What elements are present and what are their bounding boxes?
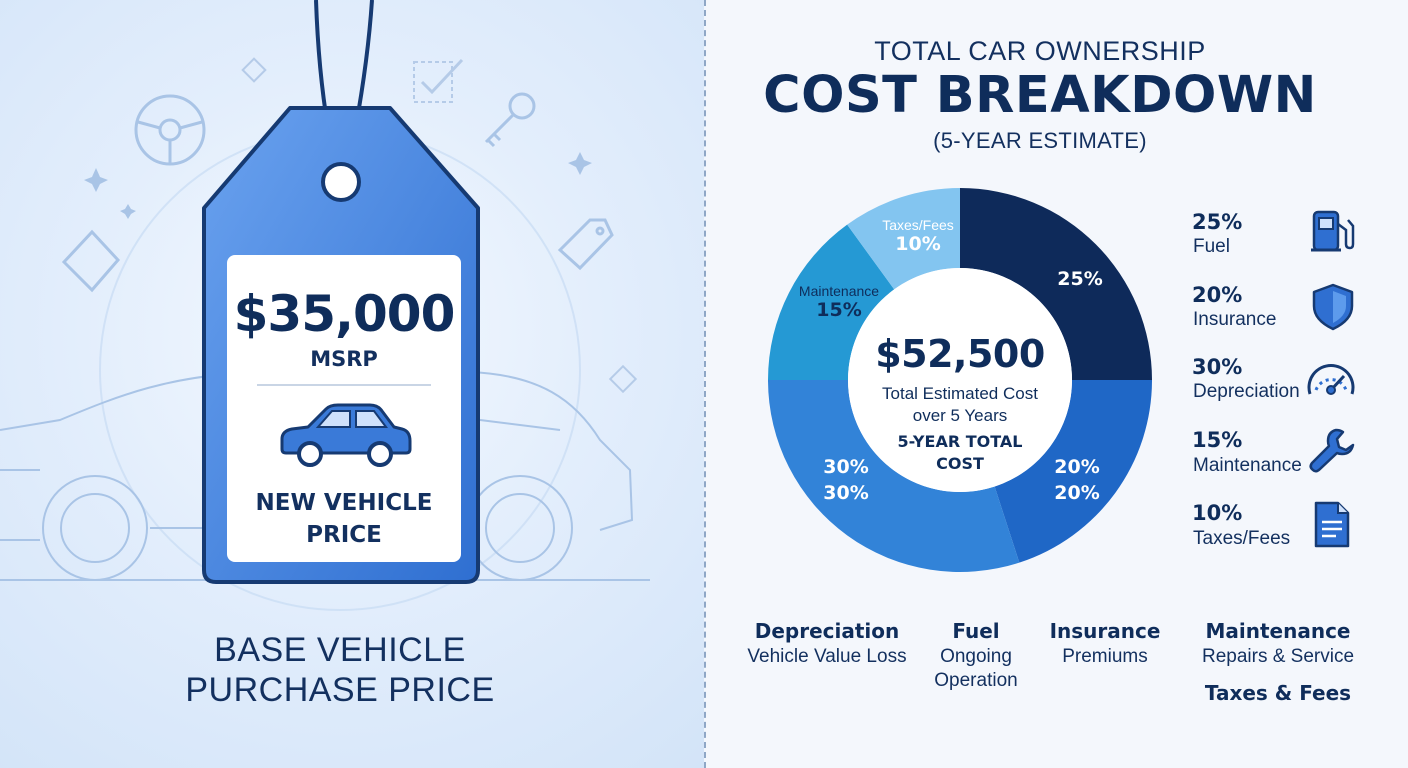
caption-line2: PURCHASE PRICE <box>185 671 495 709</box>
category-fuel-title: Fuel <box>952 619 1000 643</box>
slice-pct: 30% <box>823 456 869 478</box>
category-fuel-sub: Ongoing Operation <box>916 645 1036 693</box>
page-title: COST BREAKDOWN <box>763 66 1317 125</box>
donut-slice-taxes-fees <box>847 188 960 290</box>
wrench-icon <box>1309 428 1355 473</box>
shield-icon <box>1312 283 1354 331</box>
category-insurance-sub: Premiums <box>1062 646 1148 667</box>
tag-line2: COST <box>936 454 984 473</box>
total-cost-caption: Total Estimated Cost over 5 Years <box>860 383 1060 427</box>
msrp-price: $35,000 <box>233 285 456 343</box>
donut-chart <box>768 188 1152 572</box>
donut-slice-depreciation <box>768 380 1020 572</box>
donut-hole <box>848 268 1072 492</box>
category-maintenance-title: Maintenance <box>1205 619 1351 643</box>
caption-line2: over 5 Years <box>912 406 1008 425</box>
legend-pct-maintenance: 15% <box>1192 428 1243 452</box>
base-price-caption: BASE VEHICLE PURCHASE PRICE <box>140 630 540 710</box>
tag-label-line2: PRICE <box>306 522 382 548</box>
card-divider <box>257 384 431 386</box>
slice-name: Maintenance <box>798 283 880 299</box>
slice-label-insurance: 20% 20% <box>1037 454 1117 506</box>
speedometer-icon <box>1307 363 1355 395</box>
car-icon <box>280 403 412 467</box>
category-depreciation-title: Depreciation <box>754 619 900 643</box>
document-icon <box>1314 501 1350 548</box>
slice-pct: 25% <box>1057 268 1103 290</box>
legend-pct-fuel: 25% <box>1192 210 1243 234</box>
slice-label-fuel: 25% <box>1040 268 1120 290</box>
slice-pct: 20% <box>1054 456 1100 478</box>
price-tag-left-icon <box>61 229 121 293</box>
new-vehicle-price-label: NEW VEHICLE PRICE <box>227 487 461 551</box>
steering-wheel-icon <box>134 94 206 166</box>
category-insurance-title: Insurance <box>1049 619 1161 643</box>
price-tag-small-icon <box>557 218 614 271</box>
donut-slice-fuel <box>960 188 1152 380</box>
msrp-label: MSRP <box>310 347 378 371</box>
fuel-pump-icon <box>1311 210 1355 252</box>
legend-pct-taxes: 10% <box>1192 501 1243 525</box>
header-kicker: TOTAL CAR OWNERSHIP <box>874 36 1206 66</box>
slice-pct: 15% <box>816 299 862 321</box>
page-subtitle: (5-YEAR ESTIMATE) <box>933 128 1147 153</box>
donut-slice-insurance <box>994 380 1152 563</box>
legend-name-depreciation: Depreciation <box>1193 381 1300 402</box>
slice-name: Taxes/Fees <box>882 217 954 233</box>
caption-line1: BASE VEHICLE <box>214 631 466 669</box>
category-maintenance-sub: Repairs & Service <box>1201 646 1355 667</box>
category-taxes-title: Taxes & Fees <box>1204 681 1352 705</box>
key-icon <box>484 92 536 148</box>
donut-slice-maintenance <box>768 224 895 380</box>
slice-label-taxes: Taxes/Fees 10% <box>868 217 968 255</box>
legend-name-taxes: Taxes/Fees <box>1193 528 1291 549</box>
panel-divider <box>704 0 706 768</box>
legend-name-insurance: Insurance <box>1193 309 1277 330</box>
checklist-icon <box>413 58 464 103</box>
legend-pct-insurance: 20% <box>1192 283 1243 307</box>
tag-label-line1: NEW VEHICLE <box>255 490 433 516</box>
caption-line1: Total Estimated Cost <box>882 384 1038 403</box>
slice-pct: 20% <box>1054 482 1100 504</box>
slice-pct: 10% <box>895 233 941 255</box>
legend-name-fuel: Fuel <box>1193 236 1230 257</box>
left-panel: $35,000 MSRP NEW VEHICLE PRICE BASE VEHI… <box>0 0 704 768</box>
legend-pct-depreciation: 30% <box>1192 355 1243 379</box>
slice-label-maintenance: Maintenance 15% <box>784 283 894 321</box>
slice-label-depreciation: 30% 30% <box>806 454 886 506</box>
fuel-sub-line2: Operation <box>934 670 1018 691</box>
total-cost-value: $52,500 <box>875 332 1045 376</box>
sparkle-icon <box>84 152 592 219</box>
total-cost-tag: 5-YEAR TOTAL COST <box>860 431 1060 475</box>
price-card: $35,000 MSRP NEW VEHICLE PRICE <box>227 255 461 562</box>
diamond-decor-icon <box>241 57 638 394</box>
slice-pct: 30% <box>823 482 869 504</box>
legend-name-maintenance: Maintenance <box>1193 455 1302 476</box>
fuel-sub-line1: Ongoing <box>940 646 1012 667</box>
tag-line1: 5-YEAR TOTAL <box>897 432 1023 451</box>
category-depreciation-sub: Vehicle Value Loss <box>747 646 907 667</box>
